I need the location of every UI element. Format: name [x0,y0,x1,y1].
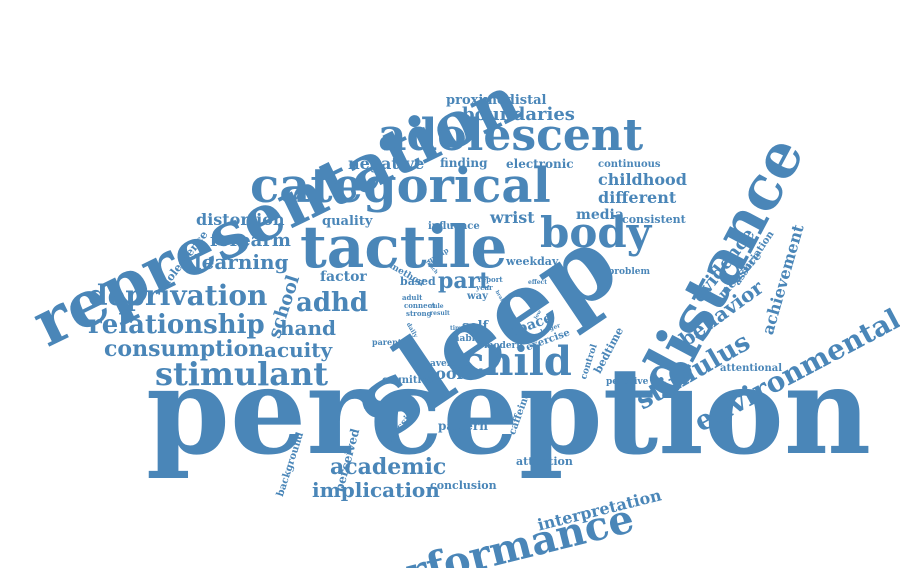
word-different: different [598,190,676,206]
word-influence: influence [428,222,480,232]
word-childhood: childhood [598,172,687,188]
word-forearm: forearm [210,232,291,250]
word-proximodistal: proximodistal [446,94,546,107]
word-year: year [476,284,493,291]
word-time: time [450,326,465,332]
word-habit: habit [453,335,479,344]
word-conclusion: conclusion [430,480,497,491]
word-adhd: adhd [296,290,368,316]
word-perceive: perceive [606,378,648,387]
word-boundaries: boundaries [462,106,575,124]
word-self: self [462,320,488,333]
word-strong: strong [406,310,432,317]
word-effect: effect [528,280,547,286]
word-electronic: electronic [506,158,574,170]
word-parent: parent [372,338,402,346]
word-quality: quality [322,215,372,228]
word-distortion: distortion [196,212,285,228]
word-attention: attention [516,456,573,467]
word-continuous: continuous [598,160,661,170]
word-modern: modern [484,342,523,351]
word-weekday: weekday [506,256,558,267]
word-negative: negative [348,156,424,172]
word-way: way [467,292,488,302]
word-report: report [478,276,503,283]
word-acuity: acuity [264,340,332,360]
word-factor: factor [320,270,367,284]
word-attentional: attentional [720,364,782,374]
word-learning: learning [194,252,288,272]
word-adult: adult [402,294,422,301]
word-consumption: consumption [104,338,264,360]
word-wrist: wrist [490,210,535,226]
word-cognitive: cognitive [382,376,433,386]
word-relationship: relationship [88,312,265,338]
word-media: media [576,208,624,222]
word-deprivation: deprivation [88,282,267,310]
word-pattern: pattern [438,420,488,432]
word-consistent: consistent [622,214,686,225]
word-implication: implication [312,480,440,500]
word-fold: fold [508,294,519,299]
word-problem: problem [608,268,650,277]
word-finding: finding [440,157,488,169]
word-result: result [430,311,450,317]
word-stimulant: stimulant [155,358,328,390]
